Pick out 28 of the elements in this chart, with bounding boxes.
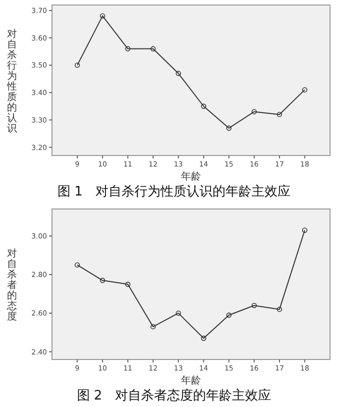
line-series — [74, 13, 308, 131]
point — [100, 13, 106, 19]
x-axis-title: 年龄 — [181, 170, 201, 182]
point — [201, 104, 206, 109]
point — [276, 306, 282, 312]
x-axis-title: 年龄 — [181, 374, 201, 386]
point — [125, 281, 130, 286]
text: 对自杀行为性质的认识 — [7, 28, 17, 134]
point — [252, 302, 257, 308]
point — [74, 62, 80, 68]
point — [226, 126, 232, 131]
text: 图 1 对自杀行为性质认识的年龄主效应 — [57, 184, 291, 200]
point — [125, 46, 130, 52]
point — [74, 262, 80, 268]
line-series — [74, 227, 308, 340]
point — [302, 87, 308, 92]
point — [176, 310, 181, 316]
y-axis-title: 对自杀者的态度 — [6, 247, 17, 322]
point — [201, 335, 206, 340]
point — [252, 109, 257, 114]
point — [302, 227, 308, 232]
point — [150, 46, 156, 52]
text: 图 2 对自杀者态度的年龄主效应 — [76, 387, 272, 403]
point — [226, 312, 232, 318]
point — [150, 324, 156, 329]
point — [176, 70, 181, 76]
point — [100, 277, 106, 282]
point — [276, 112, 282, 118]
